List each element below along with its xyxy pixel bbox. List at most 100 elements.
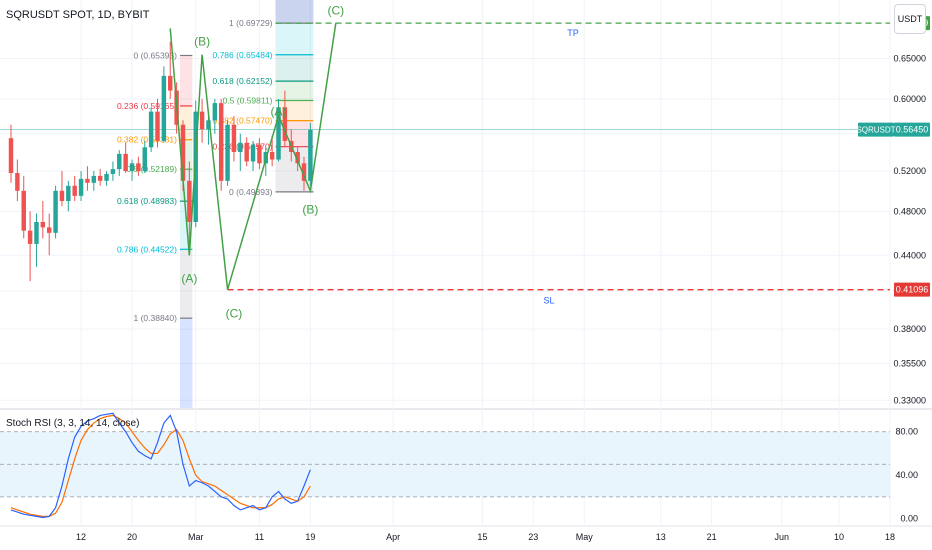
x-tick-label: Jun: [774, 532, 789, 542]
candle-body: [117, 153, 122, 170]
fib-right-level-label: 0.382 (0.57470): [212, 116, 272, 126]
fib-left-level-label: 1 (0.38840): [133, 313, 177, 323]
currency-button[interactable]: USDT: [894, 4, 926, 34]
fib-right-extension: [275, 0, 314, 24]
candle: [27, 211, 33, 282]
fib-right-level-label: 0.618 (0.62152): [212, 76, 272, 86]
candle: [21, 175, 26, 239]
candle: [53, 185, 58, 239]
candle-body: [231, 124, 237, 153]
wave-label: (A): [271, 105, 287, 119]
candle-body: [46, 227, 52, 233]
candle-body: [155, 111, 160, 141]
candle: [187, 161, 192, 256]
candle-body: [276, 107, 281, 160]
candle-body: [218, 103, 224, 181]
fib-right-zone: [275, 81, 314, 101]
candle: [142, 140, 147, 173]
wave-label: (B): [302, 202, 318, 216]
x-tick-label: 15: [477, 532, 487, 542]
candle: [72, 175, 77, 201]
osc-y-tick-label: 40.00: [895, 470, 918, 480]
candle: [117, 150, 122, 176]
candle: [85, 166, 90, 191]
indicator-label[interactable]: Stoch RSI (3, 3, 14, 14, close): [6, 418, 140, 429]
candle-body: [142, 147, 147, 172]
wave-label: (B): [194, 35, 210, 49]
candle-body: [238, 142, 243, 153]
candle-body: [136, 163, 141, 172]
y-tick-label: 0.65000: [893, 54, 926, 64]
fib-right-zone: [275, 120, 314, 147]
stop-loss-value: 0.41096: [896, 285, 929, 295]
candle: [308, 122, 313, 186]
candle-body: [199, 111, 205, 130]
x-tick-label: 21: [707, 532, 717, 542]
osc-y-tick-label: 80.00: [895, 427, 918, 437]
candle: [78, 171, 84, 201]
stop-loss-badge: [894, 282, 930, 297]
y-tick-label: 0.48000: [893, 206, 926, 216]
candle-body: [269, 152, 275, 160]
y-tick-label: 0.44000: [893, 250, 926, 260]
fib-left-zone: [179, 249, 193, 319]
x-tick-label: May: [576, 532, 594, 542]
candle-body: [85, 178, 90, 183]
candle: [238, 133, 243, 172]
candle-body: [59, 190, 65, 201]
chart-title: SQRUSDT SPOT, 1D, BYBIT: [6, 9, 150, 21]
x-tick-label: 13: [656, 532, 666, 542]
wave-path: [169, 23, 337, 290]
candle: [218, 98, 224, 191]
candle: [97, 169, 103, 186]
candle-body: [53, 190, 58, 233]
x-tick-label: 20: [127, 532, 137, 542]
fib-left-zone: [179, 55, 193, 106]
candle: [104, 171, 109, 186]
y-tick-label: 0.35500: [893, 358, 926, 368]
y-tick-label: 0.52000: [893, 166, 926, 176]
candle-body: [250, 144, 256, 162]
candle: [212, 98, 218, 134]
candle: [244, 137, 249, 167]
candle-body: [97, 175, 103, 181]
fib-left-level-label: 0.618 (0.48983): [117, 196, 177, 206]
candle-body: [27, 230, 33, 244]
symbol-label: SQRUSDT: [856, 126, 895, 135]
candle-body: [21, 190, 26, 231]
candle: [276, 98, 281, 162]
y-tick-label: 0.33000: [893, 395, 926, 405]
candle: [46, 213, 52, 256]
candle: [34, 213, 39, 267]
take-profit-label: TP: [567, 28, 579, 38]
candle-body: [308, 129, 313, 181]
y-tick-label: 0.60000: [893, 94, 926, 104]
candle-body: [295, 152, 300, 164]
candle: [129, 159, 135, 181]
candle: [136, 156, 141, 176]
fib-left-level-label: 0.786 (0.44522): [117, 244, 177, 254]
candle-body: [193, 111, 198, 223]
candle: [40, 200, 46, 239]
candle: [155, 98, 160, 148]
candle-body: [168, 75, 173, 91]
candle-body: [161, 75, 167, 141]
fib-right-zone: [275, 23, 314, 55]
x-tick-label: 18: [885, 532, 895, 542]
candle: [59, 171, 65, 207]
candle: [301, 156, 307, 191]
last-price-value: 0.56450: [896, 125, 929, 135]
candle: [123, 142, 128, 173]
fib-left-level-label: 0.5 (0.52189): [126, 164, 177, 174]
candle-body: [91, 175, 97, 183]
x-tick-label: Mar: [188, 532, 204, 542]
x-tick-label: Apr: [386, 532, 400, 542]
fib-right-level-label: 0 (0.49893): [229, 187, 273, 197]
fib-left-level-label: 0.382 (0.55331): [117, 135, 177, 145]
fib-right-level-label: 0.786 (0.65484): [212, 50, 272, 60]
candle: [110, 161, 116, 181]
stop-loss-label: SL: [543, 296, 554, 306]
candle-body: [180, 124, 186, 181]
x-tick-label: 10: [834, 532, 844, 542]
